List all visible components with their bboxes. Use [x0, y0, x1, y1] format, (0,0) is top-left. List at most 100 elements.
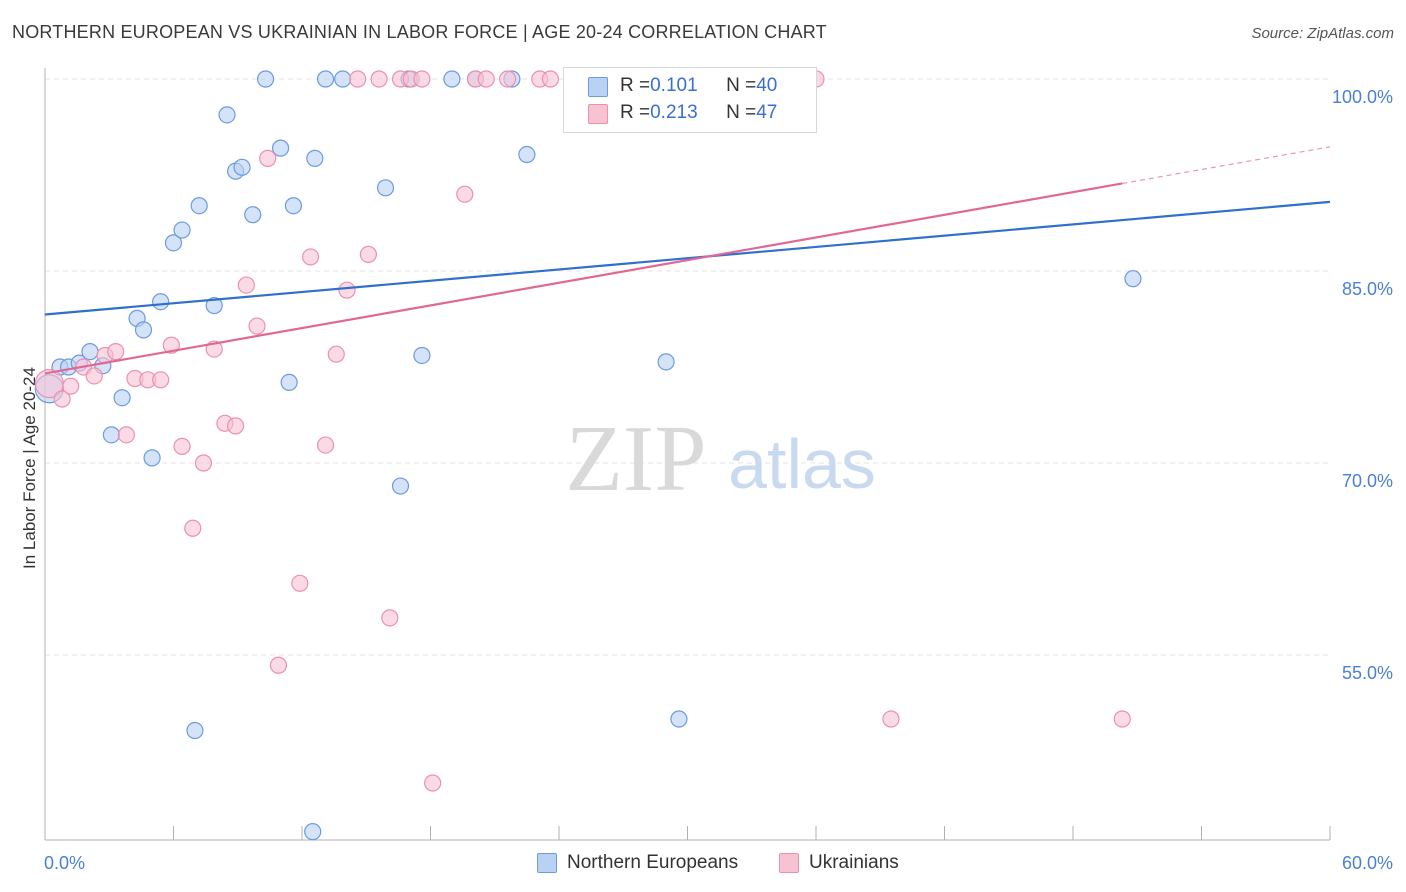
tick-labels: 100.0% 85.0% 70.0% 55.0% 0.0% 60.0%: [44, 87, 1393, 873]
trend-line-extension: [1122, 146, 1331, 185]
data-point: [391, 477, 410, 495]
data-point: [218, 106, 236, 124]
legend-item-northern-europeans: Northern Europeans: [537, 852, 738, 874]
axes: [44, 68, 1331, 841]
legend-row-pink: R = 0.213 N = 47: [620, 100, 777, 126]
data-point: [424, 774, 442, 792]
data-point: [327, 345, 345, 363]
r-value: 0.213: [650, 102, 698, 123]
data-point: [102, 426, 120, 444]
data-point: [164, 234, 183, 252]
legend-swatch-blue: [537, 853, 557, 873]
data-point: [85, 367, 103, 385]
legend-swatch-pink: [588, 104, 608, 124]
data-point: [184, 519, 202, 537]
legend-swatch-pink: [779, 853, 799, 873]
data-point: [376, 179, 395, 197]
stats-legend: R = 0.101 N = 40 R = 0.213 N = 47: [563, 67, 817, 133]
source-label: Source: ZipAtlas.com: [1251, 25, 1394, 42]
data-point: [271, 139, 290, 157]
data-point: [541, 70, 560, 88]
n-label: N =: [726, 75, 757, 96]
data-point: [670, 710, 688, 728]
data-point: [280, 373, 298, 391]
y-tick-label: 55.0%: [1342, 663, 1393, 683]
legend-label: Ukrainians: [809, 852, 899, 873]
data-point: [117, 426, 135, 444]
data-point: [107, 343, 125, 361]
data-point: [657, 353, 675, 371]
legend-swatch-blue: [588, 77, 608, 97]
trend-line: [44, 182, 1123, 375]
data-points: [34, 70, 1142, 841]
data-point: [256, 70, 275, 88]
data-point: [248, 317, 266, 335]
data-point: [269, 656, 288, 674]
data-point: [173, 437, 191, 455]
data-point: [190, 197, 208, 215]
data-point: [113, 389, 131, 407]
data-point: [152, 371, 170, 389]
data-point: [349, 70, 367, 88]
x-tick-label: 60.0%: [1342, 853, 1393, 873]
data-point: [316, 436, 335, 454]
data-point: [244, 206, 262, 224]
r-label: R =: [620, 75, 651, 96]
data-point: [152, 293, 170, 311]
data-point: [518, 145, 536, 164]
watermark-zip: ZIP: [566, 407, 707, 511]
data-point: [456, 185, 474, 203]
series-legend: Northern Europeans Ukrainians: [0, 852, 1406, 878]
r-label: R =: [620, 102, 651, 123]
legend-item-ukrainians: Ukrainians: [779, 852, 899, 874]
data-point: [233, 158, 251, 176]
watermark-atlas: atlas: [728, 425, 876, 503]
r-value: 0.101: [650, 75, 698, 96]
data-point: [237, 276, 255, 294]
data-point: [1124, 270, 1142, 288]
data-point: [301, 248, 320, 266]
data-point: [304, 823, 322, 841]
trend-lines: [44, 146, 1331, 375]
data-point: [413, 346, 431, 365]
data-point: [338, 281, 356, 299]
data-point: [259, 149, 277, 167]
data-point: [227, 417, 245, 435]
data-point: [1113, 710, 1131, 728]
data-point: [62, 377, 80, 395]
data-point: [291, 574, 309, 592]
data-point: [381, 609, 399, 627]
chart-title: NORTHERN EUROPEAN VS UKRAINIAN IN LABOR …: [12, 22, 827, 42]
data-point: [413, 70, 431, 88]
data-point: [477, 70, 495, 88]
data-point: [306, 149, 324, 167]
legend-row-blue: R = 0.101 N = 40: [620, 73, 777, 99]
legend-label: Northern Europeans: [567, 852, 739, 873]
x-tick-label: 0.0%: [44, 853, 85, 873]
data-point: [316, 70, 335, 88]
n-label: N =: [726, 102, 757, 123]
data-point: [205, 296, 223, 315]
y-tick-label: 100.0%: [1332, 87, 1393, 107]
data-point: [882, 710, 900, 728]
n-value: 47: [756, 102, 778, 123]
data-point: [81, 343, 99, 361]
data-point: [143, 449, 161, 467]
data-point: [370, 70, 388, 88]
watermark: ZIP atlas: [566, 407, 876, 511]
data-point: [186, 721, 204, 740]
data-point: [359, 245, 377, 263]
y-tick-label: 85.0%: [1342, 279, 1393, 299]
data-point: [173, 221, 191, 239]
trend-line: [44, 200, 1331, 316]
data-point: [53, 390, 71, 408]
data-point: [499, 70, 517, 88]
data-point: [334, 70, 352, 88]
data-point: [162, 336, 180, 354]
data-point: [443, 70, 461, 88]
data-point: [284, 197, 303, 215]
data-point: [194, 454, 213, 472]
n-value: 40: [756, 75, 778, 96]
data-point: [134, 321, 153, 339]
